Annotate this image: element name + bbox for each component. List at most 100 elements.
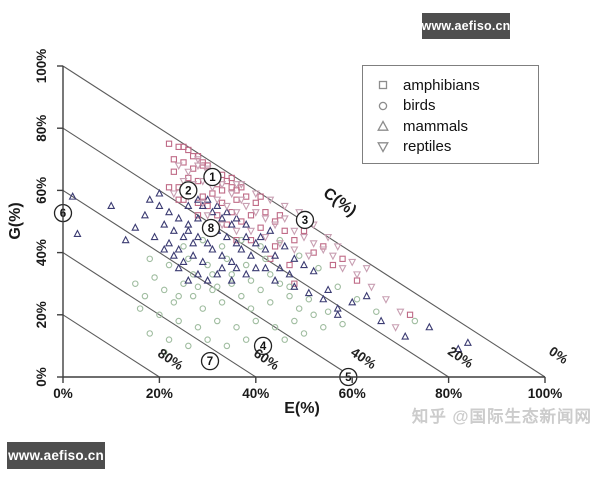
data-point-mammals [203, 276, 212, 284]
data-point-mammals [333, 303, 342, 312]
data-point-mammals [275, 263, 284, 272]
data-point-mammals [425, 322, 434, 331]
data-point-reptiles [218, 221, 227, 230]
data-point-reptiles [362, 265, 371, 273]
data-point-reptiles [290, 246, 299, 255]
data-point-mammals [174, 213, 183, 222]
data-point-birds [295, 305, 303, 312]
data-point-mammals [251, 263, 260, 272]
data-point-reptiles [381, 296, 390, 304]
data-point-birds [305, 295, 313, 303]
data-point-birds [247, 305, 255, 312]
data-point-reptiles [198, 178, 207, 186]
data-point-reptiles [309, 240, 318, 248]
data-point-amphibians [238, 184, 245, 191]
data-point-mammals [271, 251, 280, 259]
data-point-birds [373, 308, 380, 315]
data-point-amphibians [204, 162, 211, 169]
data-point-mammals [73, 229, 82, 237]
data-point-birds [257, 286, 264, 294]
x-tick-80: 80% [435, 386, 462, 401]
data-point-mammals [213, 269, 222, 278]
y-tick-60: 60% [34, 177, 49, 204]
data-point-birds [146, 330, 154, 337]
data-point-reptiles [261, 234, 270, 242]
cluster-number-4: 4 [260, 341, 267, 353]
y-tick-20: 20% [34, 301, 49, 328]
data-point-mammals [232, 238, 241, 247]
y-tick-0: 0% [34, 367, 49, 387]
data-point-reptiles [232, 209, 241, 217]
data-point-birds [218, 299, 226, 306]
data-point-reptiles [232, 181, 241, 189]
data-point-birds [324, 308, 332, 315]
data-point-mammals [237, 244, 246, 253]
iso-label-40: 40% [348, 344, 379, 372]
data-point-birds [223, 342, 231, 350]
data-point-mammals [179, 257, 188, 265]
data-point-mammals [189, 238, 198, 247]
data-point-birds [228, 280, 235, 287]
data-point-amphibians [170, 156, 178, 163]
data-point-amphibians [320, 243, 327, 250]
data-point-mammals [280, 241, 289, 250]
data-point-birds [156, 311, 163, 319]
data-point-mammals [184, 226, 193, 234]
data-point-reptiles [237, 181, 246, 189]
data-point-mammals [463, 338, 472, 346]
cluster-number-3: 3 [302, 215, 308, 227]
data-point-reptiles [333, 243, 342, 251]
data-point-mammals [160, 244, 169, 253]
data-point-mammals [189, 251, 198, 259]
data-point-reptiles [179, 178, 188, 186]
data-point-mammals [165, 238, 174, 247]
x-axis-title: E(%) [284, 400, 320, 417]
data-point-mammals [256, 232, 265, 241]
data-point-birds [257, 243, 264, 250]
data-point-birds [180, 280, 187, 287]
data-point-mammals [155, 201, 164, 209]
data-point-mammals [193, 195, 202, 203]
data-point-mammals [290, 282, 299, 290]
data-point-mammals [184, 201, 193, 209]
data-point-amphibians [247, 237, 255, 244]
data-point-birds [320, 323, 327, 331]
data-point-amphibians [310, 249, 317, 256]
data-point-birds [276, 280, 284, 287]
data-point-birds [204, 336, 211, 343]
legend-box: amphibians birds mammals reptiles [362, 65, 539, 164]
data-point-reptiles [184, 168, 193, 177]
data-point-birds [267, 271, 274, 278]
iso-label-0: 0% [546, 344, 571, 367]
legend-item-amphibians: amphibians [363, 75, 538, 96]
iso-label-60: 60% [251, 345, 282, 373]
data-point-birds [252, 317, 260, 325]
data-point-mammals [362, 291, 371, 300]
cluster-circle-3 [295, 210, 315, 230]
data-point-birds [175, 292, 182, 300]
data-point-mammals [174, 244, 183, 253]
legend-item-reptiles: reptiles [363, 137, 538, 158]
data-point-reptiles [353, 271, 362, 279]
data-point-birds [247, 277, 255, 284]
data-point-mammals [193, 213, 202, 222]
data-point-birds [276, 236, 284, 244]
data-point-birds [160, 286, 168, 294]
data-point-mammals [299, 260, 309, 269]
data-point-reptiles [391, 324, 400, 332]
data-point-reptiles [227, 190, 236, 199]
data-point-amphibians [165, 184, 173, 191]
data-point-mammals [261, 263, 270, 272]
data-point-reptiles [367, 283, 376, 292]
data-point-mammals [222, 232, 231, 241]
triangle-up-marker-icon [363, 120, 403, 132]
data-point-birds [238, 292, 245, 300]
legend-label: reptiles [403, 138, 452, 156]
data-point-mammals [218, 213, 227, 222]
data-point-birds [213, 283, 221, 291]
data-point-reptiles [246, 227, 255, 236]
data-point-amphibians [271, 243, 279, 250]
cluster-circle-4 [253, 336, 273, 356]
data-point-mammals [169, 226, 178, 234]
cluster-number-2: 2 [185, 185, 191, 197]
